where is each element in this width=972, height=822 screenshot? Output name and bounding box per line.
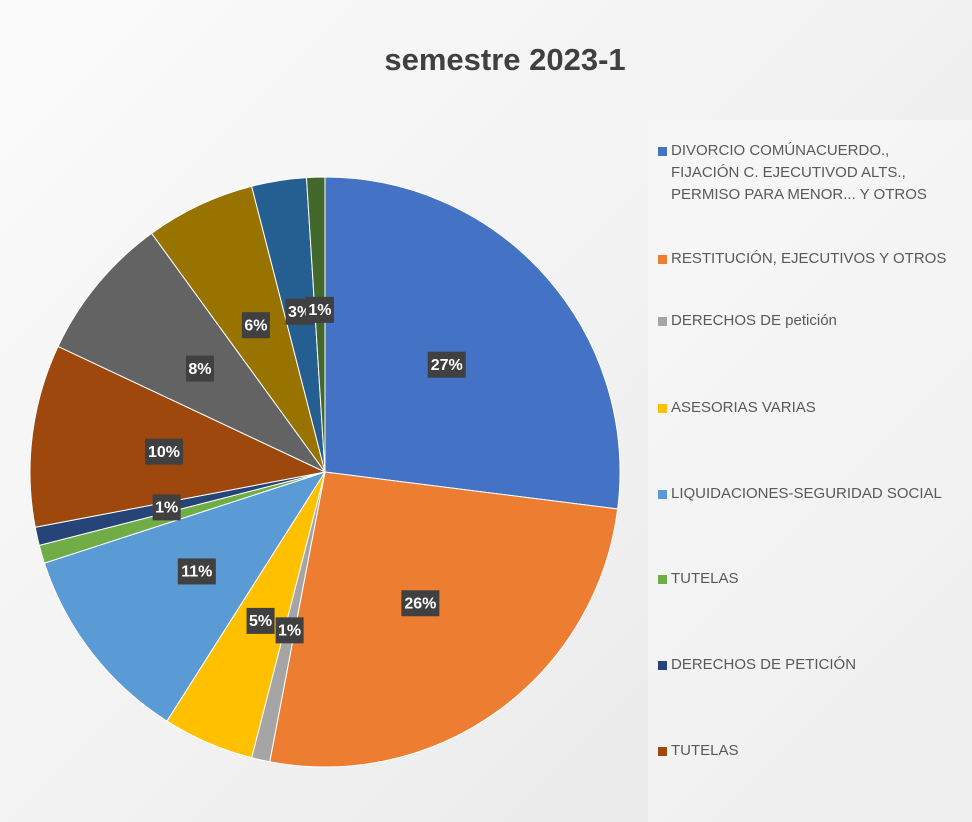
data-label: 11% [181, 564, 212, 581]
data-label-box [177, 558, 216, 585]
pie-slice [269, 471, 619, 768]
legend-swatch [658, 404, 667, 413]
data-label-box [152, 494, 181, 521]
legend-item: TUTELAS [658, 568, 963, 590]
legend-item: RESTITUCIÓN, EJECUTIVOS Y OTROS [658, 248, 963, 270]
legend-label: DERECHOS DE petición [671, 312, 837, 329]
data-label: 1% [308, 302, 331, 319]
data-label-box [275, 617, 304, 644]
legend-swatch [658, 255, 667, 264]
legend-label: LIQUIDACIONES-SEGURIDAD SOCIAL [671, 485, 942, 502]
legend-item: TUTELAS [658, 740, 963, 762]
legend-label: DERECHOS DE PETICIÓN [671, 656, 857, 673]
legend-swatch [658, 147, 667, 156]
data-label: 8% [188, 361, 211, 378]
legend-item: LIQUIDACIONES-SEGURIDAD SOCIAL [658, 483, 963, 505]
legend-item: DERECHOS DE petición [658, 310, 963, 332]
legend-swatch [658, 317, 667, 326]
legend-item: ASESORIAS VARIAS [658, 397, 963, 419]
legend-label: DIVORCIO COMÚNACUERDO., FIJACIÓN C. EJEC… [671, 142, 927, 203]
data-label: 6% [244, 317, 267, 334]
legend-item: DIVORCIO COMÚNACUERDO., FIJACIÓN C. EJEC… [658, 140, 963, 206]
data-label-box [246, 607, 275, 634]
data-label: 3% [288, 304, 311, 321]
legend-swatch [658, 490, 667, 499]
data-label-box [145, 438, 184, 465]
legend-item: DERECHOS DE PETICIÓN [658, 654, 963, 676]
chart-title: semestre 2023-1 [384, 42, 625, 77]
legend-label: TUTELAS [671, 742, 739, 759]
data-label-box [185, 355, 214, 382]
data-label-box [427, 351, 466, 378]
pie-slice [29, 345, 327, 528]
pie-slice [324, 176, 621, 510]
data-label: 1% [155, 500, 178, 517]
legend: DIVORCIO COMÚNACUERDO., FIJACIÓN C. EJEC… [648, 120, 972, 822]
data-label: 5% [249, 613, 272, 630]
legend-label: RESTITUCIÓN, EJECUTIVOS Y OTROS [671, 250, 947, 267]
legend-swatch [658, 575, 667, 584]
data-label-box [241, 312, 270, 339]
legend-label: ASESORIAS VARIAS [671, 399, 816, 416]
data-label-box [401, 590, 440, 617]
data-label: 1% [278, 623, 301, 640]
pie-slice [57, 232, 326, 473]
data-label: 10% [148, 444, 180, 461]
pie-slice [43, 471, 327, 722]
legend-swatch [658, 661, 667, 670]
legend-label: TUTELAS [671, 570, 739, 587]
data-label: 26% [404, 595, 436, 612]
legend-swatch [658, 747, 667, 756]
data-label: 27% [431, 357, 463, 374]
pie-slice [305, 176, 326, 473]
data-label-box [305, 296, 334, 323]
